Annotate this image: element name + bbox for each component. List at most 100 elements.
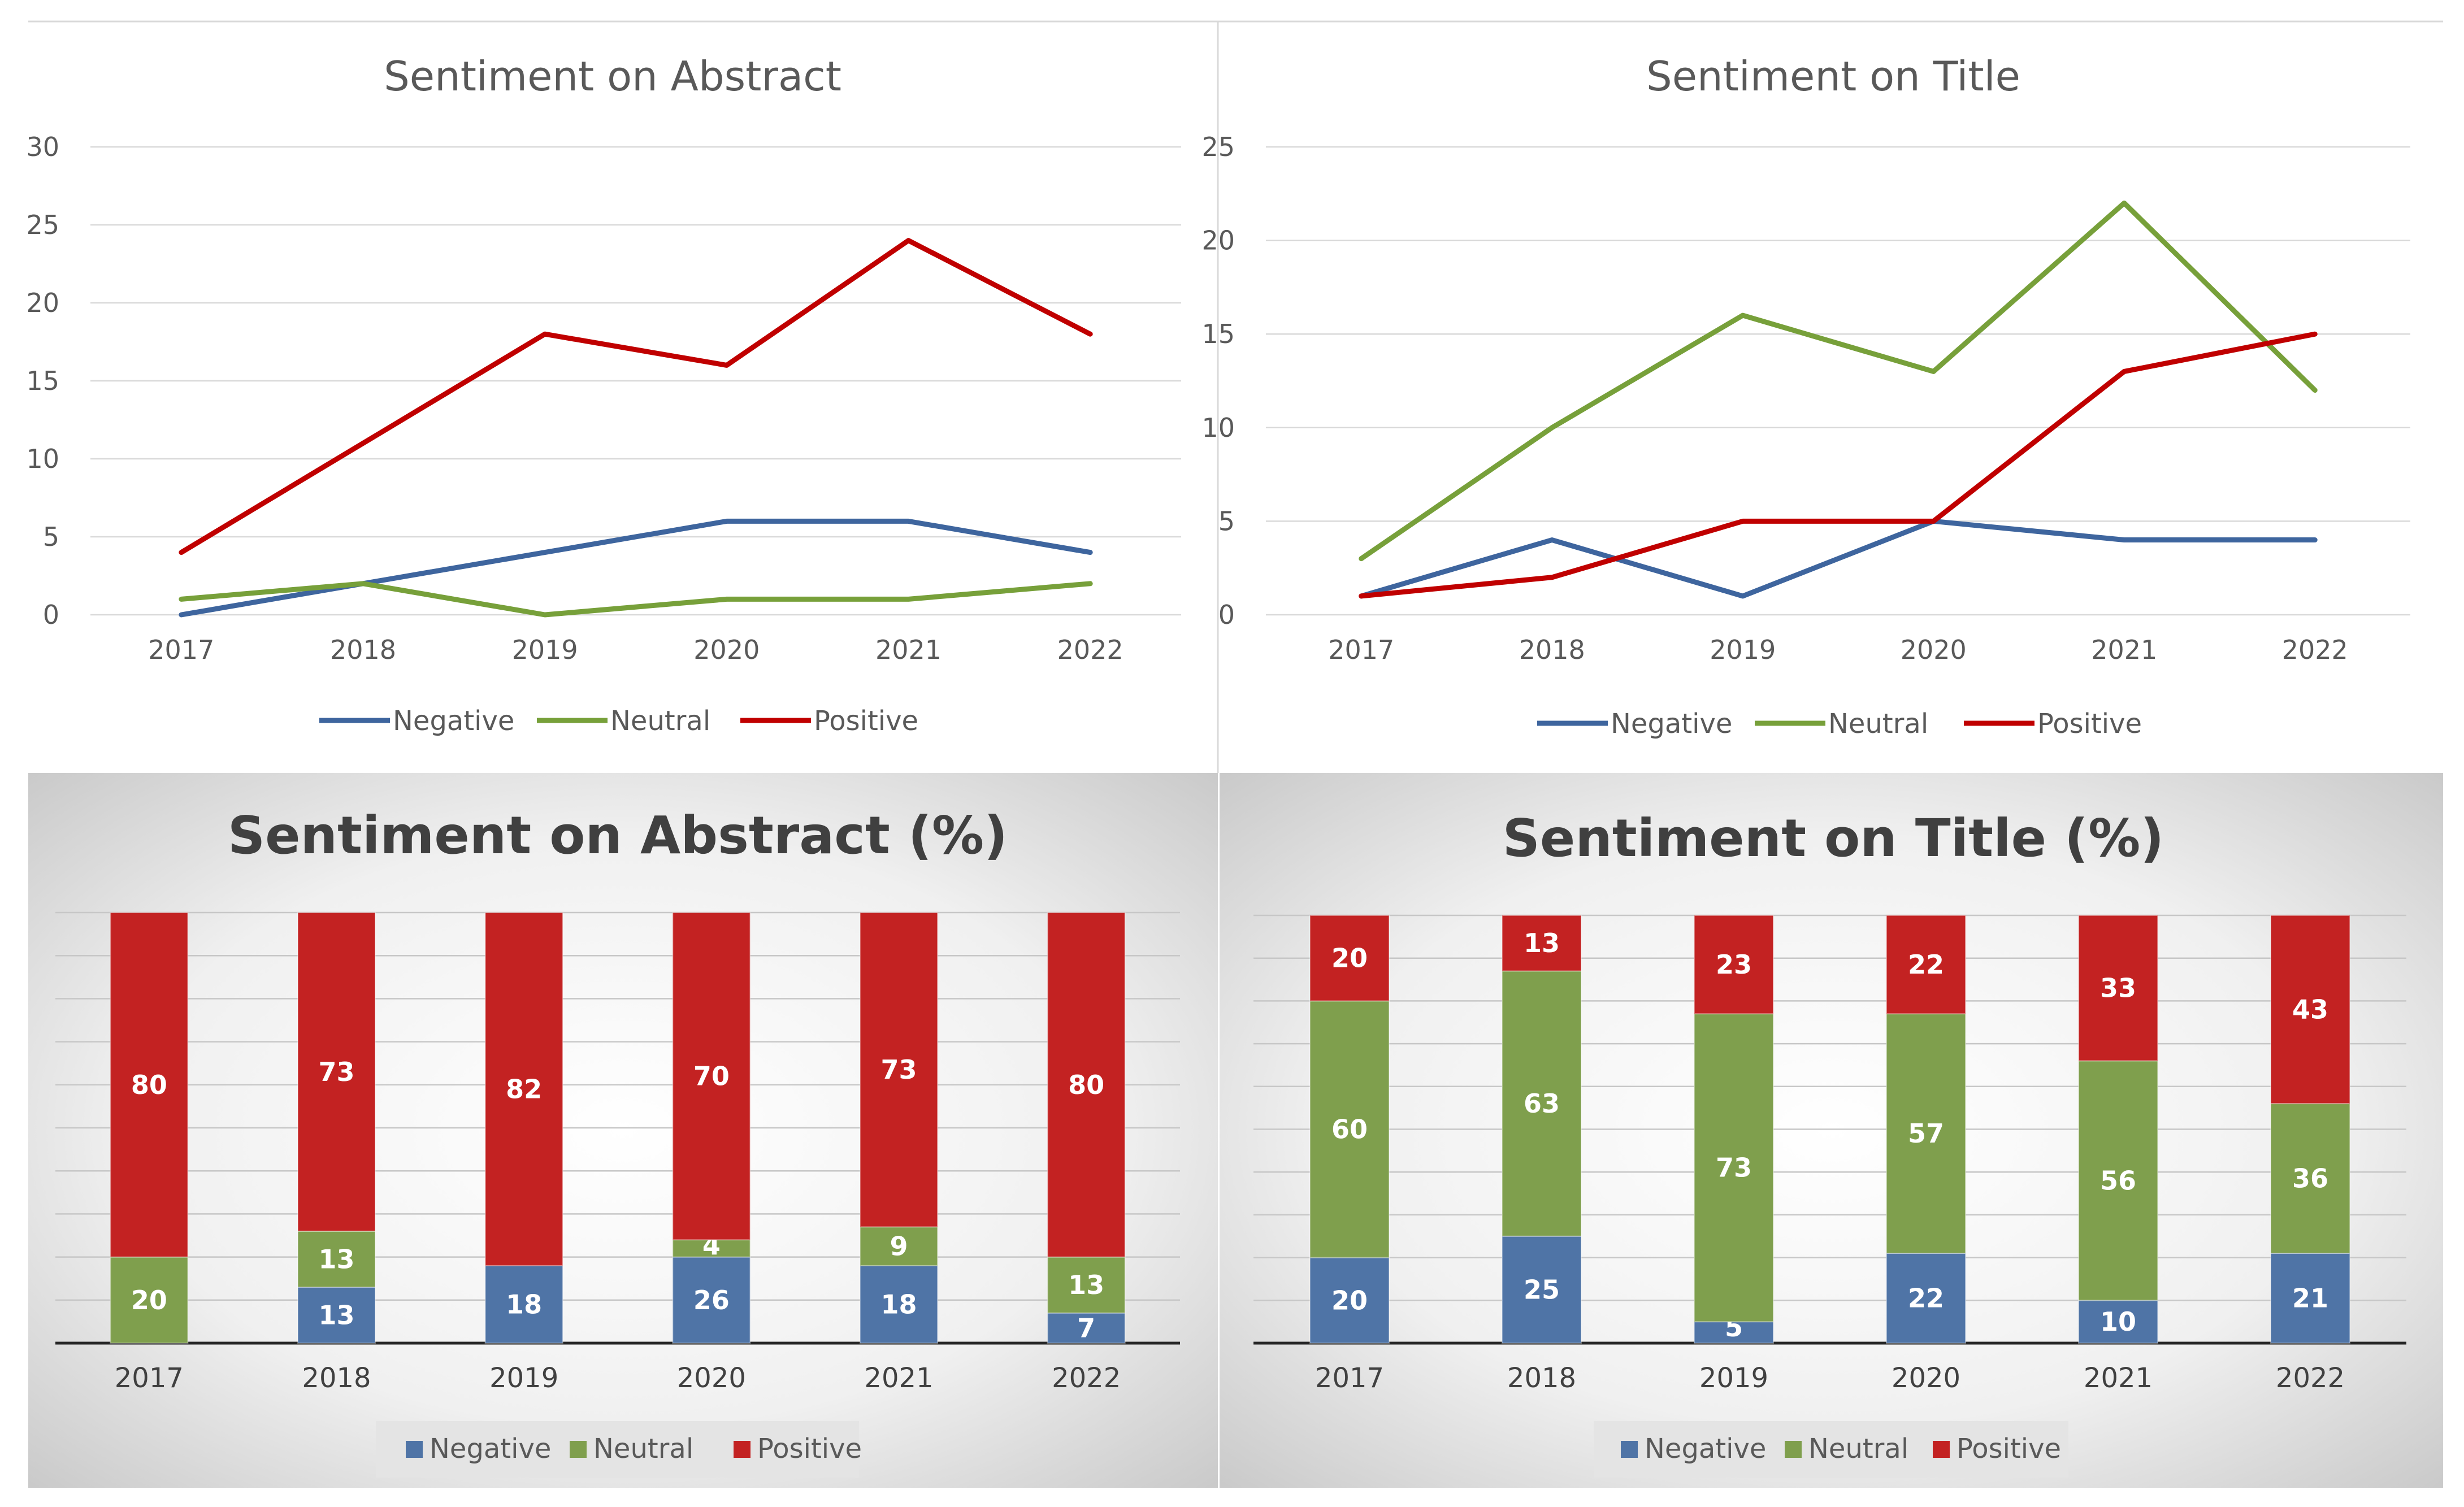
chart-title: Sentiment on Abstract (%) bbox=[228, 805, 1008, 866]
data-label-negative: 20 bbox=[1331, 1285, 1368, 1315]
bar-neutral-2018 bbox=[1502, 970, 1582, 1237]
data-label-positive: 70 bbox=[693, 1061, 730, 1092]
data-label-negative: 13 bbox=[318, 1300, 354, 1330]
y-tick-label: 0 bbox=[1218, 600, 1235, 630]
bar-neutral-2022 bbox=[2270, 1103, 2350, 1254]
legend-label-neutral: Neutral bbox=[593, 1433, 693, 1465]
data-label-positive: 13 bbox=[1524, 928, 1560, 958]
x-tick-label: 2022 bbox=[2276, 1362, 2345, 1394]
legend-swatch-positive bbox=[734, 1441, 751, 1458]
x-tick-label: 2021 bbox=[875, 635, 942, 665]
legend-swatch-neutral bbox=[570, 1441, 587, 1458]
chart-title: Sentiment on Title (%) bbox=[1503, 808, 2164, 868]
legend-swatch-positive bbox=[1933, 1441, 1950, 1458]
data-label-positive: 73 bbox=[318, 1057, 354, 1087]
data-label-positive: 43 bbox=[2292, 994, 2328, 1025]
x-tick-label: 2017 bbox=[1328, 635, 1394, 665]
x-tick-label: 2021 bbox=[2091, 635, 2157, 665]
data-label-neutral: 60 bbox=[1331, 1114, 1368, 1145]
bar-negative-2020 bbox=[672, 1256, 751, 1344]
data-label-negative: 22 bbox=[1908, 1283, 1944, 1314]
data-label-neutral: 56 bbox=[2100, 1165, 2136, 1196]
data-label-negative: 26 bbox=[693, 1285, 730, 1315]
abstract-percent-bar-chart: Sentiment on Abstract (%) 02080201713137… bbox=[28, 773, 1218, 1488]
y-tick-label: 25 bbox=[26, 210, 59, 240]
series-line-negative bbox=[179, 518, 1093, 618]
bar-neutral-2021 bbox=[2078, 1060, 2158, 1301]
chart-background bbox=[28, 773, 1218, 1488]
bar-positive-2021 bbox=[2078, 915, 2158, 1062]
y-tick-label: 5 bbox=[43, 522, 59, 552]
x-tick-label: 2020 bbox=[1892, 1362, 1960, 1394]
bar-positive-2020 bbox=[1886, 915, 1966, 1015]
legend-label-positive: Positive bbox=[814, 705, 918, 737]
title-percent-bar-chart: Sentiment on Title (%) 20 60 20 2017 25 63 13 2… bbox=[1220, 773, 2443, 1488]
data-label-neutral: 13 bbox=[1068, 1270, 1104, 1300]
data-label-positive: 33 bbox=[2100, 973, 2136, 1004]
x-tick-label: 2019 bbox=[512, 635, 578, 665]
legend-label-negative: Negative bbox=[393, 705, 514, 737]
y-tick-label: 5 bbox=[1218, 506, 1235, 536]
data-label-neutral: 63 bbox=[1524, 1088, 1560, 1119]
data-label-positive: 23 bbox=[1716, 949, 1752, 980]
bar-positive-2022 bbox=[1047, 912, 1126, 1258]
x-tick-label: 2018 bbox=[330, 635, 396, 665]
legend-label-negative: Negative bbox=[430, 1433, 551, 1465]
legend-box bbox=[376, 1421, 859, 1478]
legend-label-neutral: Neutral bbox=[1828, 708, 1928, 740]
x-tick-label: 2020 bbox=[1901, 635, 1967, 665]
legend-swatch-negative bbox=[1621, 1441, 1638, 1458]
legend-label-positive: Positive bbox=[2037, 708, 2142, 740]
y-tick-label: 15 bbox=[26, 366, 59, 396]
x-tick-label: 2022 bbox=[1057, 635, 1123, 665]
bar-negative-2021 bbox=[2078, 1300, 2158, 1344]
bar-negative-2018 bbox=[1502, 1235, 1582, 1344]
legend-label-positive: Positive bbox=[757, 1433, 862, 1465]
x-tick-label: 2017 bbox=[148, 635, 214, 665]
bar-positive-2018 bbox=[1502, 915, 1582, 972]
legend-box bbox=[1594, 1421, 2068, 1478]
data-label-negative: 7 bbox=[1077, 1313, 1095, 1343]
chart-title: Sentiment on Abstract bbox=[384, 53, 841, 100]
legend-label-neutral: Neutral bbox=[1808, 1433, 1908, 1465]
bar-positive-2020 bbox=[672, 912, 751, 1241]
bar-negative-2020 bbox=[1886, 1253, 1966, 1344]
data-label-positive: 73 bbox=[880, 1054, 917, 1085]
data-label-negative: 25 bbox=[1524, 1274, 1560, 1305]
x-tick-label: 2022 bbox=[2282, 635, 2348, 665]
x-tick-label: 2020 bbox=[693, 635, 760, 665]
series-line-neutral bbox=[179, 581, 1093, 618]
legend-swatch-neutral bbox=[1785, 1441, 1802, 1458]
x-tick-label: 2019 bbox=[489, 1362, 558, 1394]
y-tick-label: 30 bbox=[26, 132, 59, 162]
series-line-neutral bbox=[1359, 200, 2318, 562]
bar-positive-2019 bbox=[484, 912, 563, 1266]
bar-positive-2017 bbox=[1309, 915, 1390, 1002]
bar-negative-2019 bbox=[484, 1265, 563, 1344]
bar-negative-2021 bbox=[860, 1265, 938, 1344]
x-tick-label: 2022 bbox=[1052, 1362, 1121, 1394]
series-line-positive bbox=[179, 238, 1093, 555]
legend-label-positive: Positive bbox=[1957, 1433, 2061, 1465]
bar-neutral-2021 bbox=[860, 1226, 938, 1266]
data-label-neutral: 36 bbox=[2292, 1163, 2328, 1194]
bar-positive-2017 bbox=[110, 912, 189, 1258]
data-label-neutral: 9 bbox=[890, 1231, 908, 1262]
chart-title: Sentiment on Title bbox=[1646, 53, 2020, 100]
x-tick-label: 2019 bbox=[1699, 1362, 1768, 1394]
legend-label-neutral: Neutral bbox=[610, 705, 710, 737]
chart-background bbox=[1220, 773, 2443, 1488]
bar-neutral-2017 bbox=[110, 1256, 189, 1344]
bar-neutral-2019 bbox=[1694, 1013, 1774, 1323]
data-label-negative: 21 bbox=[2292, 1283, 2328, 1314]
data-label-negative: 18 bbox=[880, 1289, 917, 1319]
y-tick-label: 20 bbox=[26, 288, 59, 318]
bar-positive-2022 bbox=[2270, 915, 2350, 1105]
data-label-neutral: 57 bbox=[1908, 1118, 1944, 1149]
data-label-positive: 80 bbox=[1068, 1070, 1104, 1100]
bar-positive-2019 bbox=[1694, 915, 1774, 1015]
bar-negative-2017 bbox=[1309, 1257, 1390, 1344]
bar-negative-2022 bbox=[2270, 1253, 2350, 1344]
